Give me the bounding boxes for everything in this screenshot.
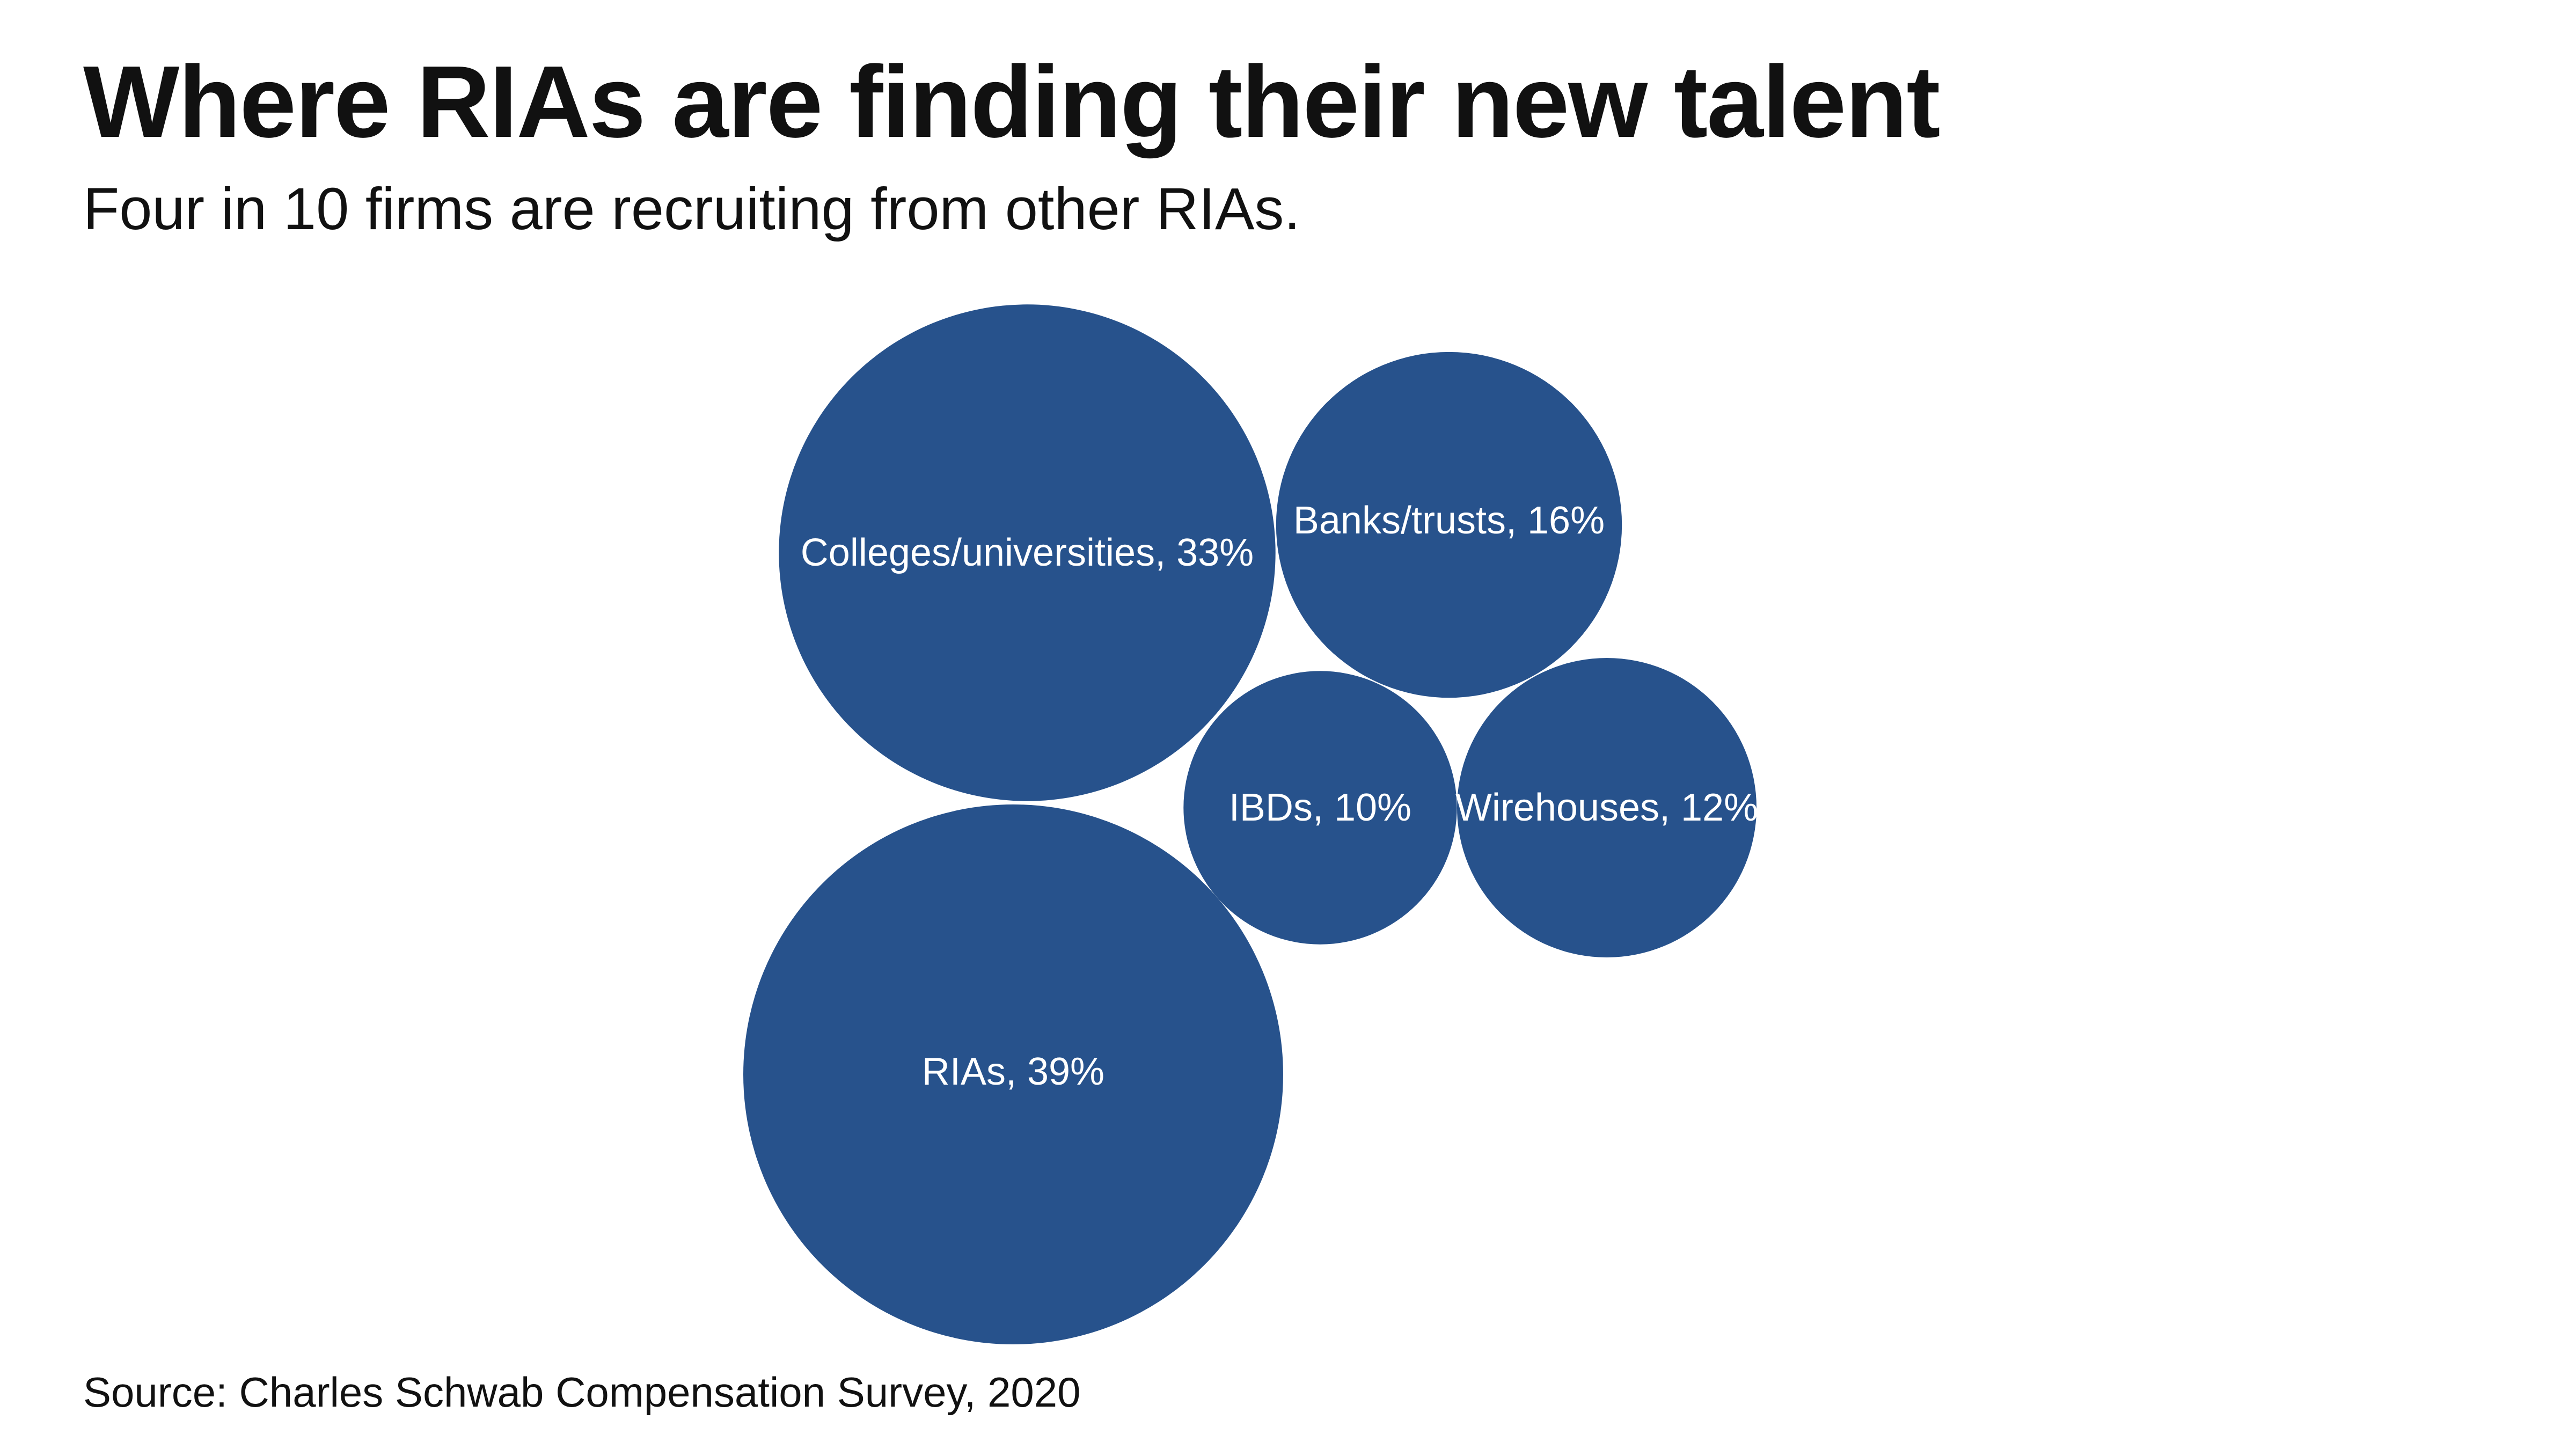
- bubble-label-colleges-universities: Colleges/universities, 33%: [801, 531, 1254, 574]
- chart-source: Source: Charles Schwab Compensation Surv…: [83, 1368, 1081, 1416]
- bubble-ibds: [1183, 671, 1457, 945]
- bubble-banks-trusts: [1276, 352, 1622, 698]
- chart-subtitle: Four in 10 firms are recruiting from oth…: [83, 176, 1300, 242]
- bubble-label-banks-trusts: Banks/trusts, 16%: [1293, 499, 1605, 542]
- bubble-group: Colleges/universities, 33% Banks/trusts, …: [743, 304, 1758, 1344]
- bubble-label-wirehouses: Wirehouses, 12%: [1455, 786, 1758, 829]
- bubble-colleges-universities: [779, 304, 1276, 801]
- bubble-label-rias: RIAs, 39%: [922, 1050, 1104, 1093]
- bubble-wirehouses: [1457, 657, 1757, 958]
- bubble-label-ibds: IBDs, 10%: [1229, 786, 1411, 829]
- bubble-rias: [743, 804, 1283, 1344]
- chart-title: Where RIAs are finding their new talent: [83, 45, 1941, 159]
